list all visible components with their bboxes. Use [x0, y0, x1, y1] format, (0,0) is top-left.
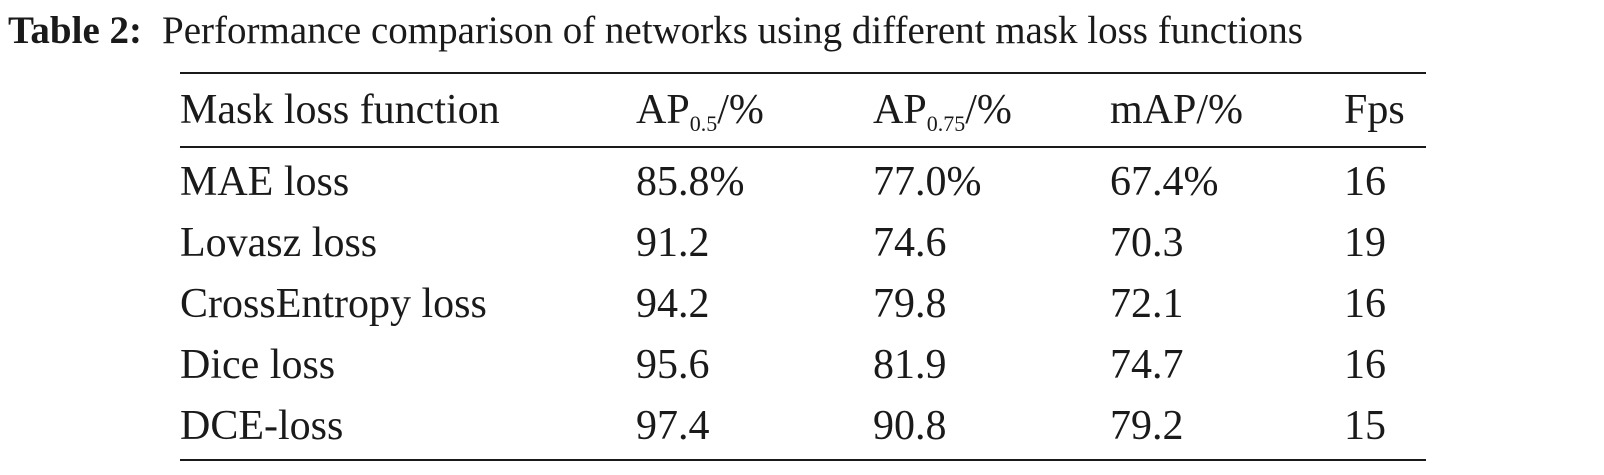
header-ap75-sub: 0.75: [926, 111, 966, 136]
results-table: Mask loss function AP0.5/% AP0.75/% mAP/…: [180, 72, 1426, 461]
table-bottom-rule: [180, 459, 1426, 461]
table-row: Dice loss 95.6 81.9 74.7 16: [180, 335, 1426, 396]
cell-loss-name: DCE-loss: [180, 403, 344, 449]
header-mask-loss-function: Mask loss function: [180, 87, 500, 133]
header-fps: Fps: [1344, 87, 1405, 133]
table-caption-label: Table 2:: [8, 9, 143, 52]
table-caption: Table 2: Performance comparison of networ…: [8, 6, 1303, 56]
cell-loss-name: MAE loss: [180, 159, 350, 205]
header-ap75-suffix: /%: [965, 87, 1012, 133]
table-header-rule: [180, 146, 1426, 148]
cell-loss-name: CrossEntropy loss: [180, 281, 487, 327]
header-map: mAP/%: [1110, 87, 1244, 133]
cell-ap50: 94.2: [636, 281, 710, 327]
cell-ap75: 79.8: [873, 281, 947, 327]
header-ap75-base: AP: [873, 87, 927, 133]
table-caption-text: Performance comparison of networks using…: [162, 9, 1303, 52]
cell-map: 79.2: [1110, 403, 1184, 449]
table-row: CrossEntropy loss 94.2 79.8 72.1 16: [180, 274, 1426, 335]
cell-ap75: 74.6: [873, 220, 947, 266]
table-header-row: Mask loss function AP0.5/% AP0.75/% mAP/…: [180, 74, 1426, 146]
cell-map: 72.1: [1110, 281, 1184, 327]
cell-ap50: 97.4: [636, 403, 710, 449]
cell-fps: 16: [1344, 342, 1386, 388]
cell-map: 67.4%: [1110, 159, 1219, 205]
cell-ap75: 90.8: [873, 403, 947, 449]
cell-fps: 16: [1344, 159, 1386, 205]
cell-fps: 15: [1344, 403, 1386, 449]
header-ap50-sub: 0.5: [689, 111, 718, 136]
cell-map: 74.7: [1110, 342, 1184, 388]
header-ap75: AP0.75/%: [873, 74, 1012, 146]
cell-loss-name: Dice loss: [180, 342, 336, 388]
cell-fps: 19: [1344, 220, 1386, 266]
cell-fps: 16: [1344, 281, 1386, 327]
cell-ap50: 95.6: [636, 342, 710, 388]
header-ap50-base: AP: [636, 87, 690, 133]
cell-ap50: 91.2: [636, 220, 710, 266]
table-row: Lovasz loss 91.2 74.6 70.3 19: [180, 213, 1426, 274]
table-row: DCE-loss 97.4 90.8 79.2 15: [180, 396, 1426, 457]
cell-ap75: 77.0%: [873, 159, 982, 205]
table-row: MAE loss 85.8% 77.0% 67.4% 16: [180, 152, 1426, 213]
header-ap50-suffix: /%: [717, 87, 764, 133]
cell-map: 70.3: [1110, 220, 1184, 266]
table-top-rule: [180, 72, 1426, 74]
header-ap50: AP0.5/%: [636, 74, 764, 146]
cell-ap75: 81.9: [873, 342, 947, 388]
cell-ap50: 85.8%: [636, 159, 745, 205]
cell-loss-name: Lovasz loss: [180, 220, 378, 266]
